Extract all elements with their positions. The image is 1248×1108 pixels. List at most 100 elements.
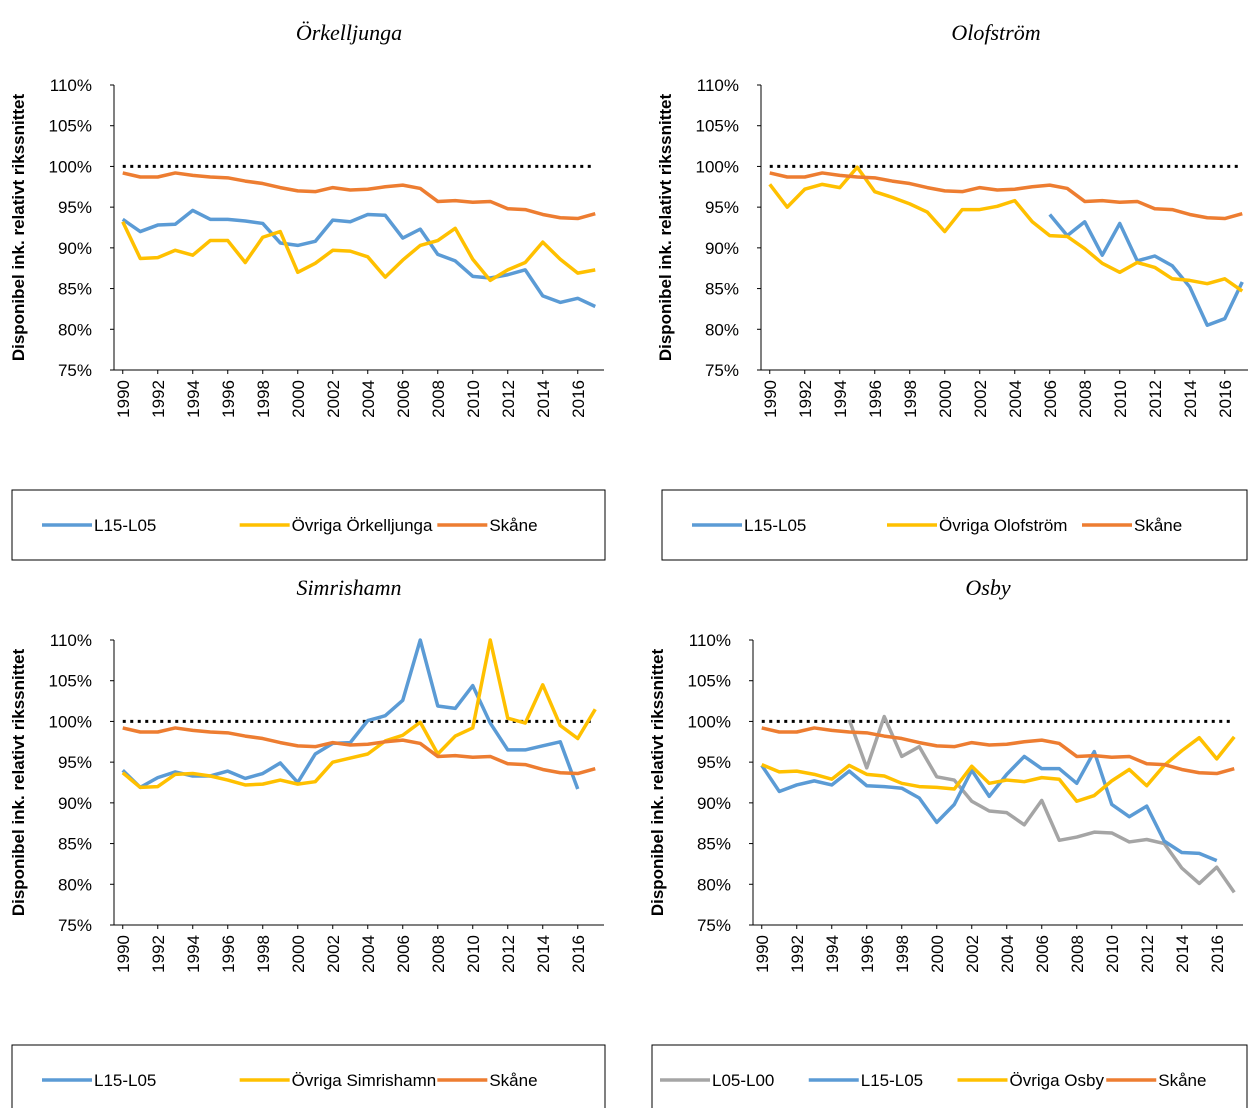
data-line [768, 165, 1244, 293]
x-tick-label: 2012 [499, 935, 518, 973]
chart-panel: Simrishamn Disponibel ink. relativt rikss… [9, 575, 606, 1108]
x-tick-label: 2016 [569, 935, 588, 973]
x-tick-label: 1994 [831, 380, 850, 418]
x-tick-label: 2008 [429, 380, 448, 418]
x-tick-label: 2004 [359, 935, 378, 973]
y-tick-label: 100% [688, 712, 731, 731]
y-tick-label: 100% [49, 712, 92, 731]
x-tick-label: 1994 [184, 935, 203, 973]
y-tick-label: 80% [705, 320, 739, 339]
x-tick-label: 1996 [858, 935, 877, 973]
legend-label: L15-L05 [94, 1071, 156, 1090]
x-tick-label: 1996 [219, 380, 238, 418]
x-tick-label: 2010 [464, 935, 483, 973]
y-tick-label: 110% [50, 76, 92, 95]
x-tick-label: 2002 [324, 935, 343, 973]
x-tick-label: 2010 [1103, 935, 1122, 973]
legend-label: Övriga Olofström [939, 516, 1067, 535]
y-tick-label: 75% [697, 916, 731, 935]
y-tick-label: 80% [58, 875, 92, 894]
x-tick-label: 2012 [1138, 935, 1157, 973]
y-tick-label: 85% [58, 835, 92, 854]
legend-label: Övriga Örkelljunga [292, 516, 433, 535]
x-tick-label: 2004 [1006, 380, 1025, 418]
legend-label: L05-L00 [712, 1071, 774, 1090]
x-tick-label: 2006 [394, 380, 413, 418]
legend-label: Skåne [1158, 1071, 1206, 1090]
legend-label: Skåne [489, 1071, 537, 1090]
data-line [1048, 213, 1244, 327]
x-tick-label: 2008 [1076, 380, 1095, 418]
data-line [121, 208, 596, 309]
y-tick-label: 105% [49, 117, 92, 136]
data-line [847, 714, 1236, 894]
y-tick-label: 110% [697, 76, 739, 95]
y-tick-label: 95% [705, 198, 739, 217]
chart-panel: Osby Disponibel ink. relativt rikssnittet… [648, 575, 1248, 1108]
x-tick-label: 2010 [1111, 380, 1130, 418]
legend-box [11, 1044, 606, 1108]
x-tick-label: 1992 [796, 380, 815, 418]
x-tick-label: 2008 [1068, 935, 1087, 973]
legend-box [11, 489, 606, 561]
y-axis-label: Disponibel ink. relativt rikssnittet [656, 93, 675, 361]
x-tick-label: 1990 [753, 935, 772, 973]
legend-label: L15-L05 [861, 1071, 923, 1090]
y-tick-label: 75% [705, 361, 739, 380]
x-tick-label: 1992 [788, 935, 807, 973]
y-tick-label: 95% [58, 198, 92, 217]
x-tick-label: 2006 [1033, 935, 1052, 973]
x-tick-label: 1998 [893, 935, 912, 973]
y-tick-label: 110% [689, 631, 731, 650]
y-tick-label: 75% [58, 361, 92, 380]
y-tick-label: 95% [697, 753, 731, 772]
x-tick-label: 2014 [534, 935, 553, 973]
y-tick-label: 90% [705, 239, 739, 258]
data-line [769, 171, 1243, 221]
y-tick-label: 110% [50, 631, 92, 650]
x-tick-label: 2004 [998, 935, 1017, 973]
chart-panel: Olofström Disponibel ink. relativt rikssn… [656, 20, 1248, 561]
chart-title: Örkelljunga [296, 20, 402, 45]
x-tick-label: 1992 [149, 380, 168, 418]
y-tick-label: 85% [705, 280, 739, 299]
x-tick-label: 1994 [184, 380, 203, 418]
y-tick-label: 100% [696, 157, 739, 176]
legend-label: Skåne [489, 516, 537, 535]
y-tick-label: 105% [688, 672, 731, 691]
x-tick-label: 2000 [289, 380, 308, 418]
y-tick-label: 80% [58, 320, 92, 339]
x-tick-label: 2008 [429, 935, 448, 973]
y-tick-label: 105% [49, 672, 92, 691]
legend-label: Skåne [1134, 516, 1182, 535]
x-tick-label: 1998 [254, 380, 273, 418]
x-tick-label: 2012 [499, 380, 518, 418]
y-tick-label: 95% [58, 753, 92, 772]
x-tick-label: 2000 [289, 935, 308, 973]
x-tick-label: 1994 [823, 935, 842, 973]
x-tick-label: 2014 [1181, 380, 1200, 418]
x-tick-label: 1992 [149, 935, 168, 973]
data-line [761, 726, 1235, 776]
x-tick-label: 1990 [114, 935, 133, 973]
data-line [122, 171, 596, 221]
x-tick-label: 2014 [1173, 935, 1192, 973]
x-tick-label: 2002 [324, 380, 343, 418]
x-tick-label: 1996 [219, 935, 238, 973]
x-tick-label: 1990 [114, 380, 133, 418]
x-tick-label: 2006 [1041, 380, 1060, 418]
x-tick-label: 2006 [394, 935, 413, 973]
chart-title: Simrishamn [296, 575, 401, 600]
x-tick-label: 2014 [534, 380, 553, 418]
x-tick-label: 2002 [971, 380, 990, 418]
x-tick-label: 1996 [866, 380, 885, 418]
x-tick-label: 2002 [963, 935, 982, 973]
x-tick-label: 2016 [569, 380, 588, 418]
x-tick-label: 2012 [1146, 380, 1165, 418]
x-tick-label: 2000 [936, 380, 955, 418]
data-line [121, 638, 597, 790]
y-axis-label: Disponibel ink. relativt rikssnittet [9, 648, 28, 916]
x-tick-label: 2016 [1216, 380, 1235, 418]
y-tick-label: 75% [58, 916, 92, 935]
x-tick-label: 1990 [761, 380, 780, 418]
